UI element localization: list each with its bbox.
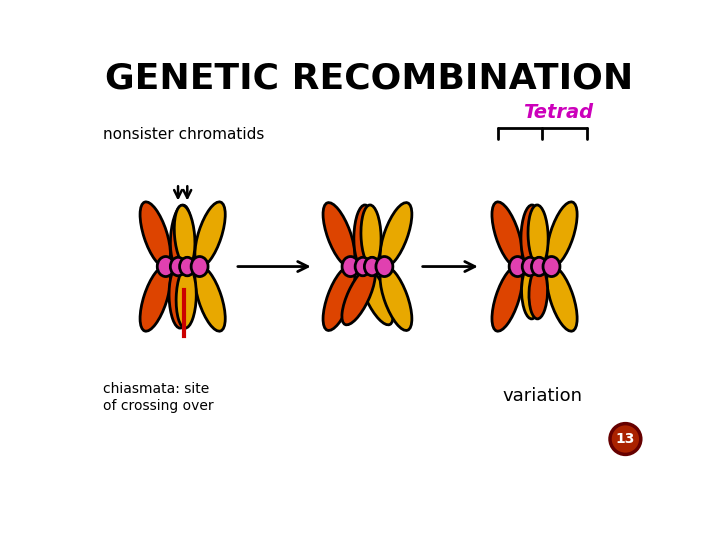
Ellipse shape [342, 256, 359, 276]
Ellipse shape [195, 202, 225, 267]
Circle shape [610, 423, 641, 455]
Ellipse shape [169, 267, 189, 328]
Text: chiasmata: site
of crossing over: chiasmata: site of crossing over [102, 382, 213, 413]
Text: variation: variation [503, 387, 582, 405]
Ellipse shape [355, 257, 371, 276]
Ellipse shape [140, 266, 171, 331]
Ellipse shape [171, 205, 191, 267]
Ellipse shape [492, 202, 522, 267]
Ellipse shape [531, 257, 547, 276]
Ellipse shape [323, 202, 355, 267]
Ellipse shape [546, 202, 577, 267]
Ellipse shape [176, 267, 197, 328]
Ellipse shape [140, 202, 171, 267]
Ellipse shape [174, 205, 195, 267]
Ellipse shape [529, 267, 547, 319]
Ellipse shape [528, 205, 548, 267]
Text: GENETIC RECOMBINATION: GENETIC RECOMBINATION [105, 62, 633, 96]
Ellipse shape [364, 257, 379, 276]
Ellipse shape [492, 266, 522, 331]
Ellipse shape [376, 256, 393, 276]
Text: nonsister chromatids: nonsister chromatids [102, 126, 264, 141]
Ellipse shape [361, 205, 381, 267]
Ellipse shape [380, 202, 412, 267]
Ellipse shape [543, 256, 560, 276]
Ellipse shape [171, 257, 186, 276]
Ellipse shape [323, 266, 355, 330]
Ellipse shape [380, 266, 412, 330]
Ellipse shape [342, 266, 375, 325]
Ellipse shape [354, 205, 374, 267]
Ellipse shape [509, 256, 526, 276]
Ellipse shape [360, 266, 393, 325]
Ellipse shape [157, 256, 174, 276]
Ellipse shape [179, 257, 195, 276]
Ellipse shape [521, 205, 541, 267]
Text: 13: 13 [616, 432, 635, 446]
Text: Tetrad: Tetrad [523, 103, 593, 122]
Ellipse shape [522, 257, 538, 276]
Ellipse shape [195, 266, 225, 331]
Ellipse shape [191, 256, 208, 276]
Ellipse shape [546, 266, 577, 331]
Ellipse shape [521, 267, 540, 319]
